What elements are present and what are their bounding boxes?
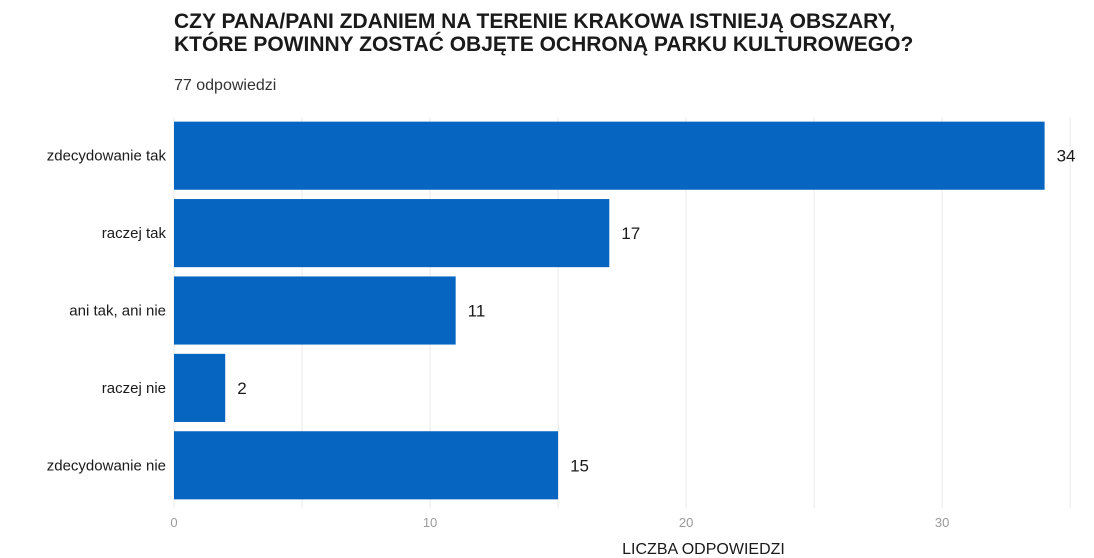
- x-axis-title: LICZBA ODPOWIEDZI: [622, 541, 785, 558]
- x-tick-label: 30: [935, 515, 949, 530]
- value-label: 2: [237, 379, 246, 398]
- category-label: ani tak, ani nie: [69, 303, 166, 320]
- category-label: raczej nie: [102, 380, 166, 397]
- bar: [174, 199, 610, 268]
- x-tick-labels: 0 10 20 30: [170, 515, 949, 530]
- bar: [174, 121, 1045, 190]
- chart-title-line-1: CZY PANA/PANI ZDANIEM NA TERENIE KRAKOWA…: [174, 10, 896, 33]
- value-label: 11: [468, 302, 486, 321]
- value-label: 34: [1057, 147, 1076, 166]
- value-label: 15: [570, 456, 589, 475]
- bar: [174, 431, 559, 500]
- category-labels: zdecydowanie tak raczej tak ani tak, ani n…: [47, 148, 167, 475]
- category-label: zdecydowanie tak: [47, 148, 167, 165]
- x-tick-label: 0: [170, 515, 177, 530]
- bar: [174, 353, 226, 422]
- x-tick-label: 10: [423, 515, 437, 530]
- category-label: raczej tak: [102, 225, 167, 242]
- value-labels: 34 17 11 2 15: [237, 147, 1075, 476]
- x-tick-label: 20: [679, 515, 693, 530]
- chart-subtitle: 77 odpowiedzi: [174, 77, 277, 94]
- value-label: 17: [621, 224, 640, 243]
- chart-title-line-2: KTÓRE POWINNY ZOSTAĆ OBJĘTE OCHRONĄ PARK…: [174, 33, 914, 56]
- bar: [174, 276, 456, 345]
- category-label: zdecydowanie nie: [47, 457, 166, 474]
- bars: [174, 121, 1045, 500]
- chart-title: CZY PANA/PANI ZDANIEM NA TERENIE KRAKOWA…: [174, 10, 1074, 56]
